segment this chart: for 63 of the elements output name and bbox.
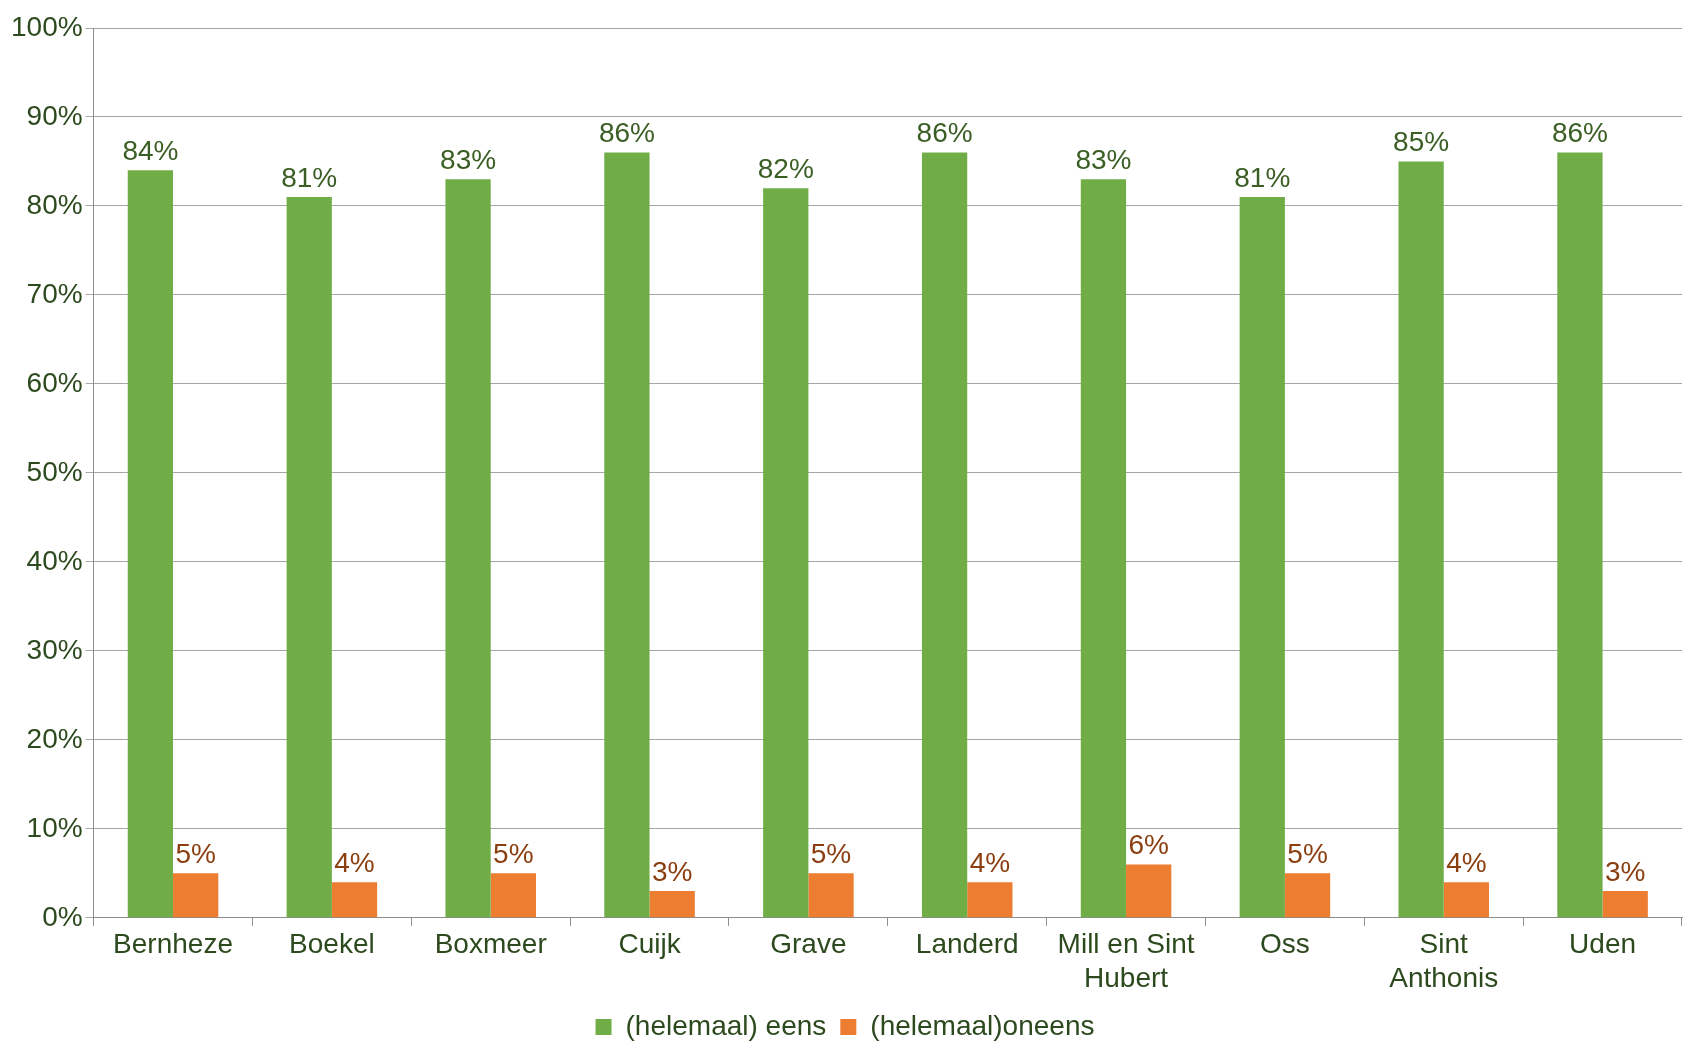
legend-label: (helemaal)oneens [870, 1009, 1095, 1041]
legend-label: (helemaal) eens [625, 1009, 827, 1041]
data-label: 4% [1446, 846, 1487, 878]
bar [1557, 152, 1603, 918]
x-tick-label: Mill en Sint Hubert [1057, 928, 1195, 993]
y-tick-label: 10% [26, 811, 83, 843]
bar [490, 873, 536, 918]
data-label: 83% [1075, 143, 1132, 175]
data-label: 86% [598, 117, 655, 149]
x-tick-label: Boekel [289, 928, 375, 960]
data-label: 81% [1234, 161, 1291, 193]
bar [967, 882, 1013, 918]
data-label: 5% [810, 838, 852, 870]
bar [808, 873, 854, 918]
data-label: 86% [916, 117, 973, 149]
bar [1239, 197, 1285, 918]
data-label: 3% [651, 855, 693, 887]
data-label: 85% [1393, 126, 1450, 158]
y-tick-label: 90% [26, 99, 83, 131]
bar [331, 882, 378, 918]
x-tick-label: Sint Anthonis [1389, 928, 1499, 993]
bar [921, 152, 968, 918]
bar [1284, 873, 1331, 918]
bar [173, 873, 219, 918]
x-tick-label: Bernheze [113, 928, 233, 960]
data-label: 82% [757, 152, 814, 184]
data-label: 5% [1287, 838, 1328, 870]
y-tick-label: 100% [10, 10, 83, 42]
data-label: 81% [281, 161, 338, 193]
bar [1602, 891, 1648, 918]
data-label: 4% [969, 846, 1011, 878]
y-tick-label: 20% [26, 722, 83, 754]
bar [763, 188, 809, 918]
bar [1443, 882, 1490, 918]
y-tick-label: 40% [26, 544, 83, 576]
y-tick-label: 70% [26, 277, 83, 309]
bar [1126, 864, 1172, 918]
data-label: 3% [1604, 855, 1646, 887]
data-label: 5% [493, 838, 534, 870]
data-label: 5% [175, 838, 216, 870]
y-tick-label: 50% [26, 455, 83, 487]
bar [127, 170, 174, 918]
bar [1398, 161, 1444, 918]
data-label: 6% [1128, 829, 1169, 861]
bar [649, 891, 695, 918]
y-tick-label: 80% [26, 188, 83, 220]
y-tick-label: 30% [26, 633, 83, 665]
data-label: 84% [122, 135, 179, 167]
data-label: 86% [1551, 117, 1608, 149]
data-label: 83% [440, 143, 497, 175]
x-tick-label: Landerd [915, 928, 1019, 960]
bar [286, 197, 332, 918]
x-tick-label: Oss [1260, 928, 1310, 960]
bar [1080, 179, 1127, 918]
x-tick-label: Boxmeer [434, 928, 547, 960]
y-tick-label: 0% [42, 900, 83, 932]
x-tick-label: Grave [770, 928, 847, 960]
data-label: 4% [334, 846, 375, 878]
y-tick-label: 60% [26, 366, 83, 398]
x-tick-label: Uden [1569, 928, 1637, 960]
x-tick-label: Cuijk [618, 928, 682, 960]
bar [445, 179, 491, 918]
bar [604, 152, 650, 918]
